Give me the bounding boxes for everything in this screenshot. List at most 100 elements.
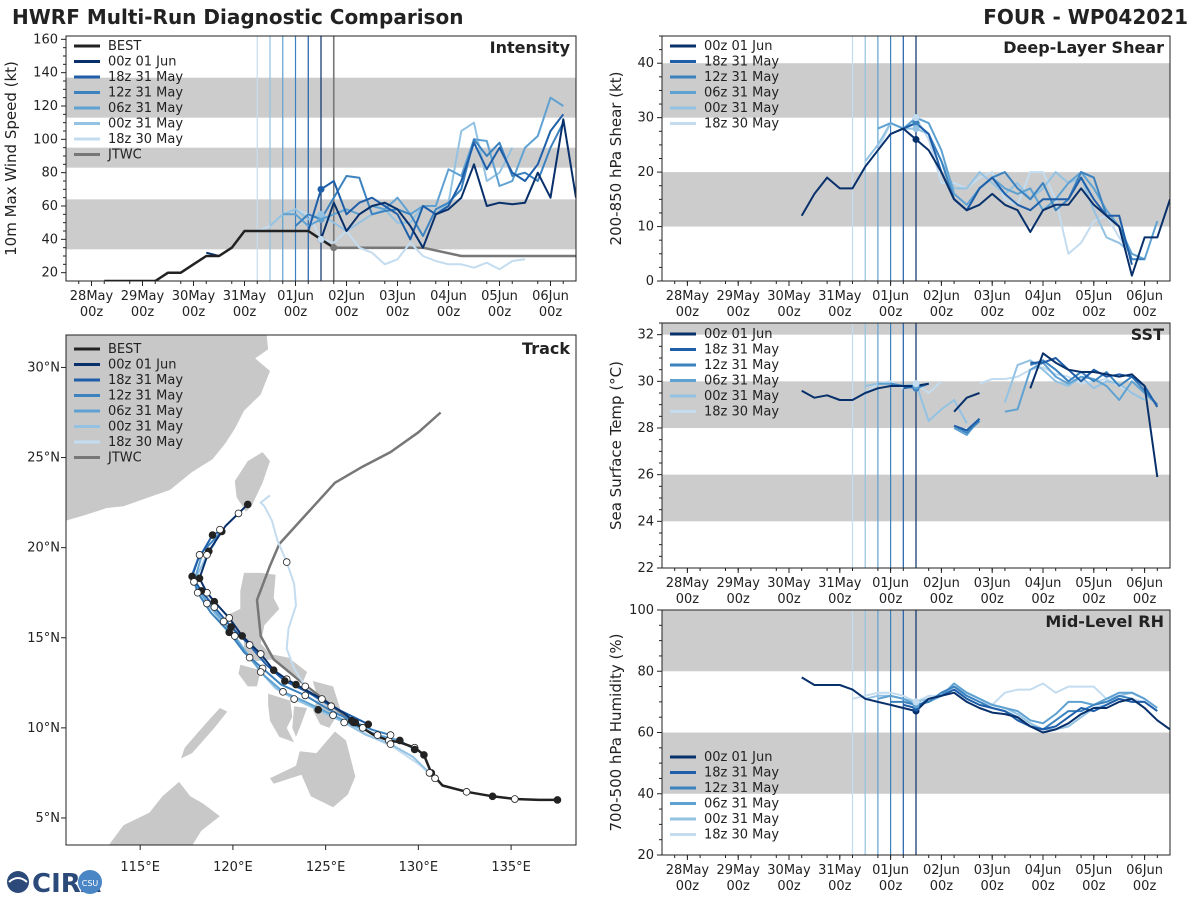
y-tick-label: 20: [41, 266, 58, 281]
legend-label: 00z 31 May: [108, 420, 183, 435]
track-point-filled: [420, 751, 428, 759]
init-marker: [912, 119, 920, 127]
x-tick-label-hour: 00z: [1082, 879, 1106, 894]
storm-id-title: FOUR - WP042021: [983, 5, 1188, 29]
x-tick-label-date: 03Jun: [974, 863, 1011, 878]
track-point-open: [203, 599, 211, 608]
y-tick-label: 15°N: [27, 631, 60, 646]
x-tick-label-date: 02Jun: [328, 289, 365, 304]
y-axis-label: 10m Max Wind Speed (kt): [2, 61, 20, 256]
init-marker: [912, 114, 920, 122]
track-point-filled: [347, 716, 356, 725]
y-tick-label: 60: [41, 199, 58, 214]
legend-label: 18z 31 May: [704, 55, 779, 70]
mindanao-island: [270, 731, 356, 808]
shear-panel: 01020304028May00z29May00z30May00z31May00…: [607, 35, 1171, 320]
legend-label: 18z 30 May: [704, 405, 779, 420]
x-tick-label-hour: 00z: [182, 305, 206, 320]
x-tick-label-date: 04Jun: [1025, 576, 1062, 591]
series-line-00z-31-may: [269, 121, 514, 232]
landmass-group: [66, 335, 356, 845]
track-point-open: [373, 731, 382, 739]
y-axis-label: 700-500 hPa Humidity (%): [607, 633, 625, 831]
x-tick-label-hour: 00z: [676, 305, 700, 320]
legend-label: 00z 31 May: [108, 117, 183, 132]
x-tick-label-hour: 00z: [828, 305, 852, 320]
track-point-open: [386, 740, 395, 748]
track-point-open: [234, 509, 243, 518]
y-tick-label: 30: [637, 374, 654, 389]
legend-label: 00z 01 Jun: [108, 358, 177, 373]
track-point-open: [256, 668, 265, 676]
panel-title: SST: [1131, 325, 1164, 344]
x-tick-label-date: 03Jun: [974, 289, 1011, 304]
china-coast: [66, 335, 270, 521]
init-marker: [912, 135, 920, 143]
x-tick-label-hour: 00z: [879, 305, 903, 320]
track-line-00z-01-jun: [198, 503, 356, 724]
x-tick-label-date: 31May: [223, 289, 267, 304]
x-tick-label-hour: 00z: [1133, 879, 1157, 894]
x-tick-label-hour: 00z: [930, 305, 954, 320]
x-tick-label-hour: 00z: [131, 305, 155, 320]
series-line-12z-31-may: [890, 122, 1145, 261]
visayas-west-islands: [268, 693, 295, 743]
x-tick-label: 125°E: [306, 860, 346, 875]
x-tick-label-date: 01Jun: [872, 863, 909, 878]
track-point-open: [329, 711, 337, 720]
init-marker: [912, 125, 920, 133]
x-tick-label-date: 06Jun: [1126, 289, 1163, 304]
legend-label: 00z 31 May: [704, 812, 779, 827]
y-tick-label: 0: [646, 274, 654, 289]
x-tick-label-hour: 00z: [1031, 305, 1055, 320]
x-tick-label-date: 05Jun: [1075, 576, 1112, 591]
x-tick-label-date: 31May: [818, 863, 862, 878]
legend-label: 06z 31 May: [108, 404, 183, 419]
legend-label: 18z 30 May: [704, 828, 779, 843]
x-tick-label: 130°E: [399, 860, 439, 875]
y-tick-label: 24: [637, 514, 654, 529]
x-tick-label-date: 04Jun: [1025, 863, 1062, 878]
track-point-open: [462, 788, 471, 796]
y-tick-label: 30: [637, 111, 654, 126]
legend-label: 00z 31 May: [704, 389, 779, 404]
y-tick-label: 140: [33, 66, 58, 81]
axes-frame: [65, 35, 577, 282]
legend-label: 18z 30 May: [704, 117, 779, 132]
legend-label: 12z 31 May: [704, 70, 779, 85]
x-tick-label-date: 01Jun: [872, 576, 909, 591]
x-tick-label-date: 03Jun: [974, 576, 1011, 591]
legend-label: 00z 01 Jun: [108, 55, 177, 70]
x-tick-label-hour: 00z: [488, 305, 512, 320]
x-tick-label-hour: 00z: [1133, 592, 1157, 607]
track-point-open: [193, 588, 202, 597]
track-point-open: [256, 650, 265, 658]
y-tick-label: 20: [637, 165, 654, 180]
track-line-18z-31-may: [191, 530, 369, 726]
y-tick-label: 28: [637, 421, 654, 436]
x-tick-label-hour: 00z: [930, 879, 954, 894]
y-tick-label: 22: [637, 561, 654, 576]
track-point-filled: [396, 736, 404, 745]
track-point-filled: [243, 500, 252, 509]
x-tick-label-hour: 00z: [437, 305, 461, 320]
x-tick-label-hour: 00z: [1082, 592, 1106, 607]
track-point-filled: [410, 745, 419, 754]
legend-label: 06z 31 May: [704, 797, 779, 812]
x-tick-label-date: 30May: [767, 289, 811, 304]
x-tick-label: 115°E: [120, 860, 160, 875]
init-marker: [317, 210, 325, 218]
cebu-island: [292, 706, 308, 737]
y-tick-label: 30°N: [27, 360, 60, 375]
init-marker: [912, 380, 920, 388]
legend-label: 18z 31 May: [108, 373, 183, 388]
track-line-06z-31-may: [193, 556, 416, 751]
logo-globe-icon: [7, 871, 29, 893]
x-tick-label-hour: 00z: [676, 879, 700, 894]
y-tick-label: 100: [629, 603, 654, 618]
x-tick-label-hour: 00z: [233, 305, 257, 320]
init-marker: [912, 698, 920, 706]
track-point-filled: [238, 632, 246, 640]
track-point-open: [327, 702, 336, 711]
x-tick-label-date: 01Jun: [277, 289, 314, 304]
